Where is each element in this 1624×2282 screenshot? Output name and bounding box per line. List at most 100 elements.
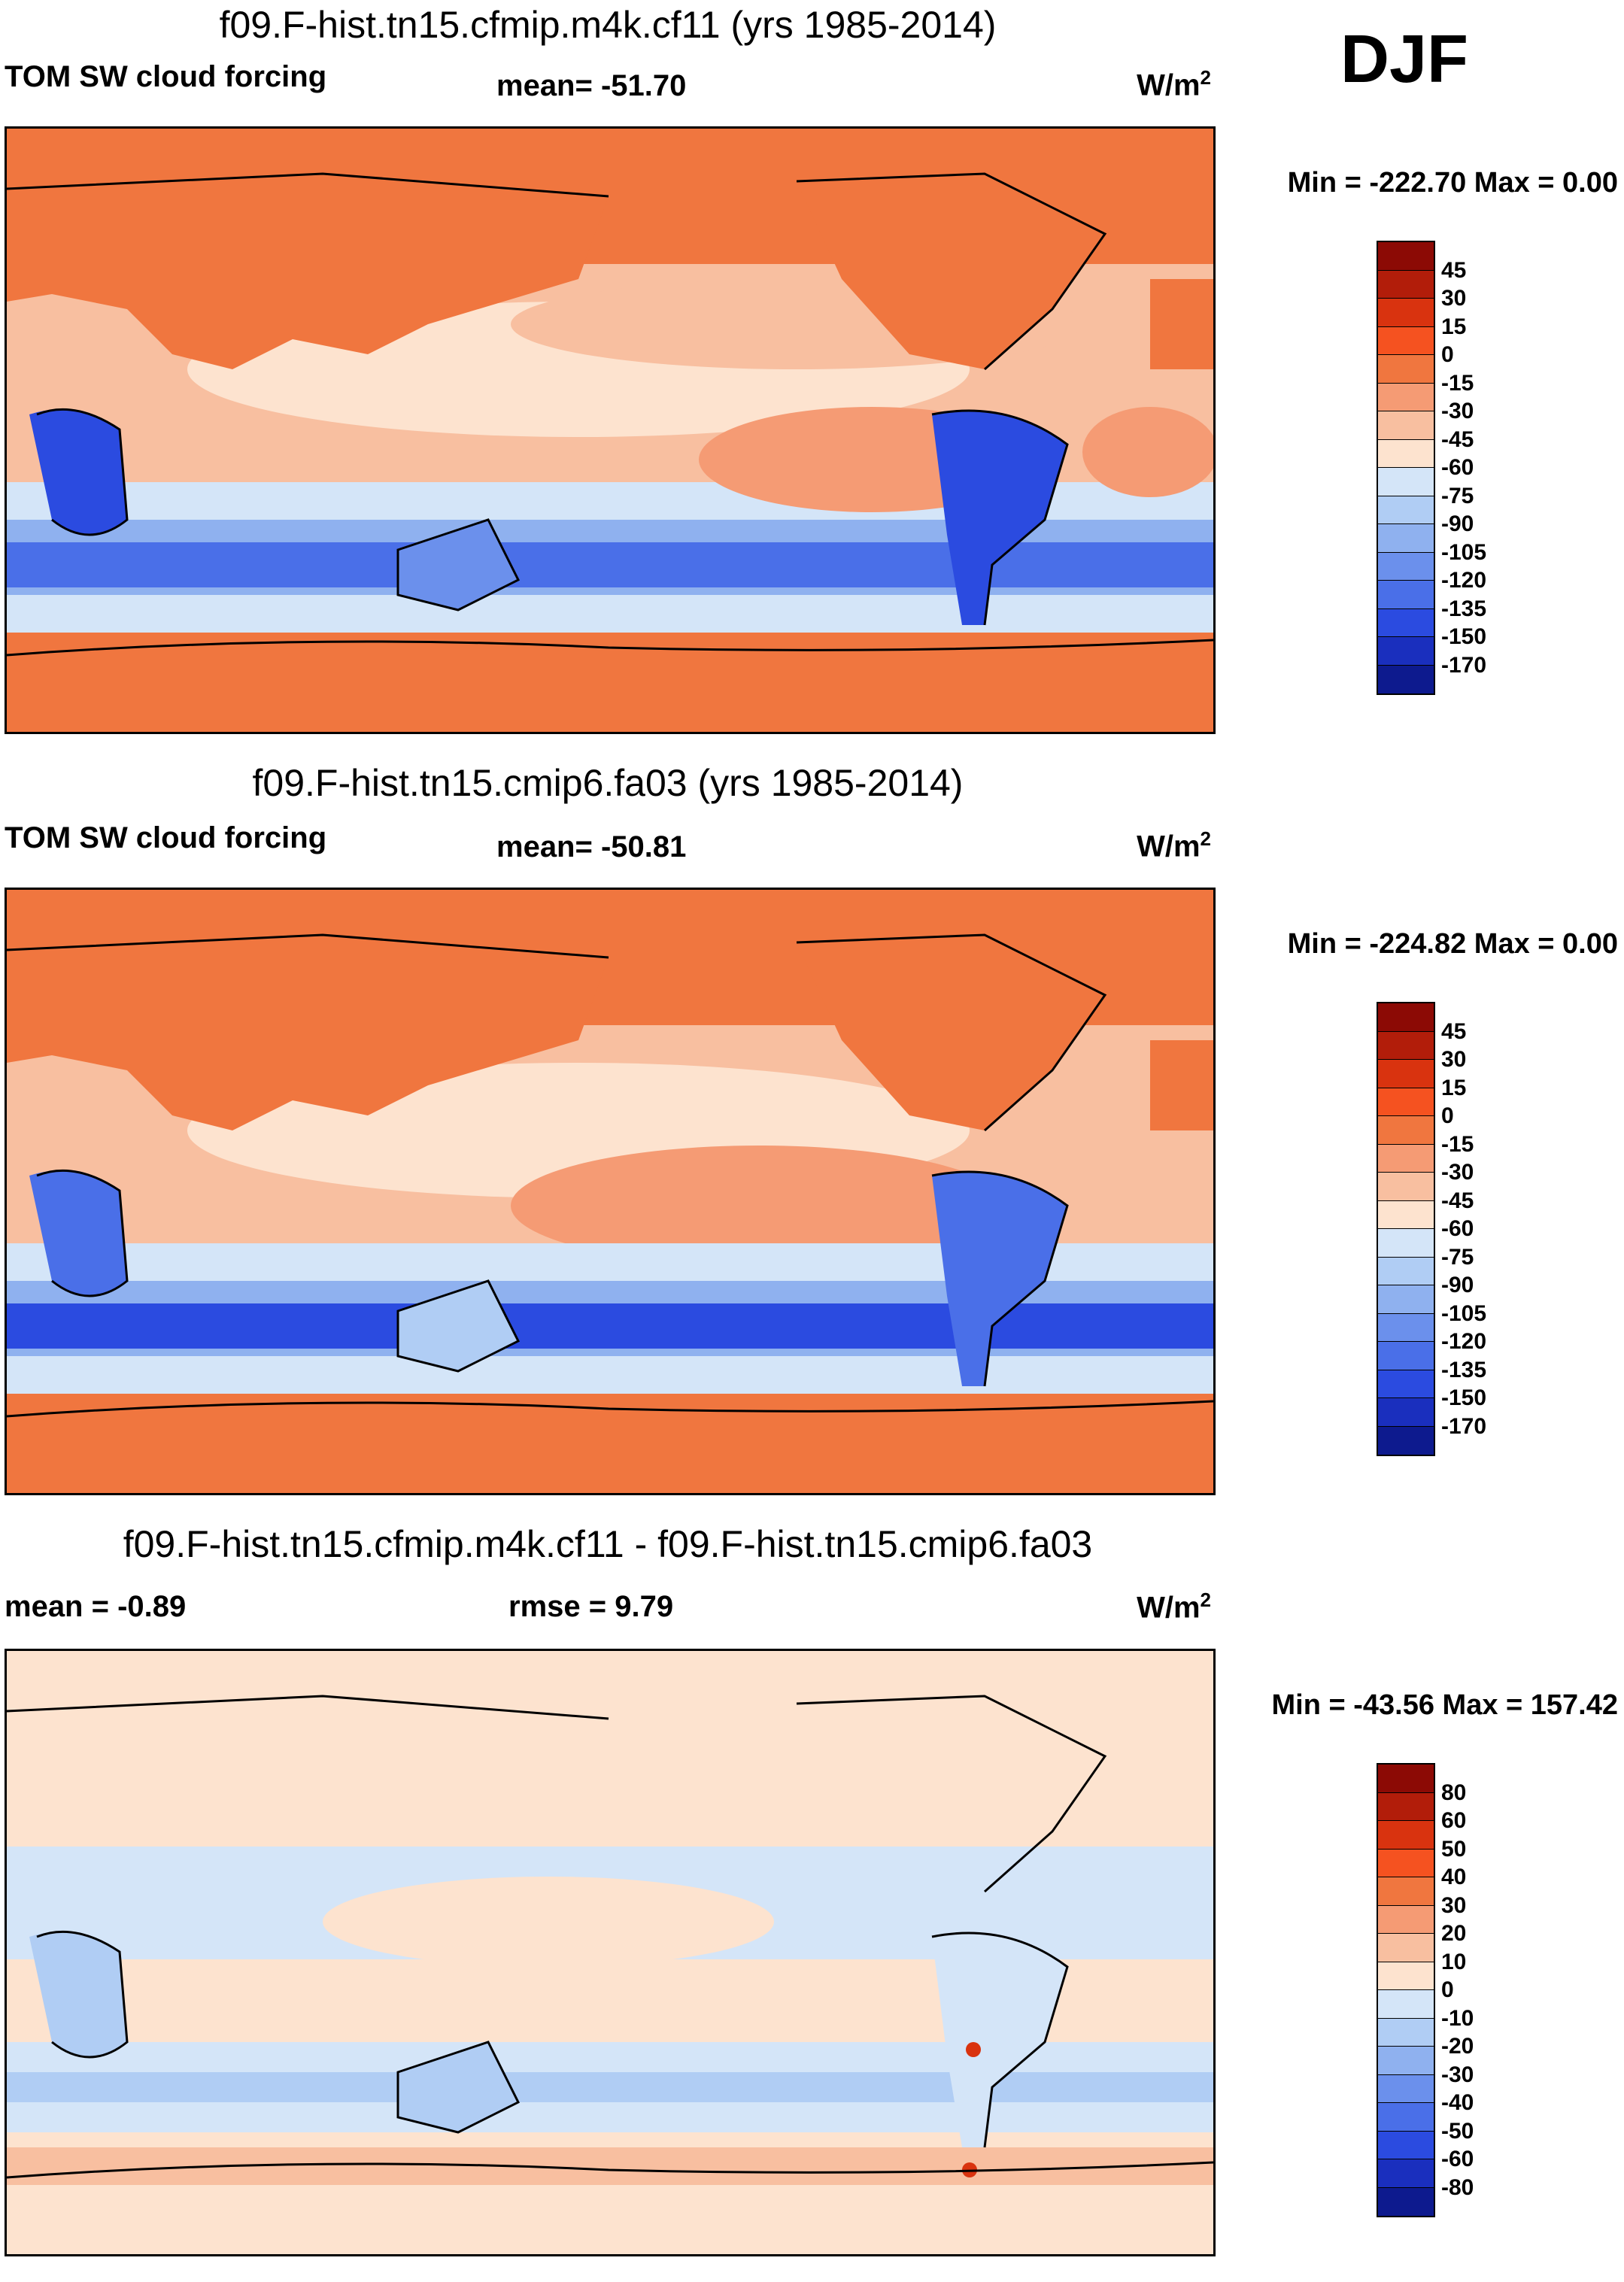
colorbar-swatch (1378, 1200, 1434, 1229)
colorbar-label: -60 (1441, 455, 1474, 480)
colorbar-swatch (1378, 1905, 1434, 1934)
colorbar-swatch (1378, 2018, 1434, 2047)
colorbar-label: -20 (1441, 2034, 1474, 2059)
colorbar-label: 0 (1441, 342, 1454, 367)
colorbar-swatch (1378, 665, 1434, 693)
colorbar-swatch (1378, 355, 1434, 384)
units-label: W/m2 (1137, 1589, 1211, 1625)
min-max-label: Min = -43.56 Max = 157.42 (1271, 1689, 1619, 1721)
colorbar-label: -120 (1441, 568, 1487, 593)
colorbar-swatch (1378, 383, 1434, 411)
colorbar-swatch (1378, 581, 1434, 609)
colorbar-swatch (1378, 1370, 1434, 1398)
diff-mean-label: mean = -0.89 (5, 1590, 187, 1623)
colorbar (1377, 241, 1435, 695)
mean-label: mean= -51.70 (496, 69, 687, 102)
colorbar-swatch (1378, 1031, 1434, 1060)
colorbar-label: -150 (1441, 624, 1487, 649)
colorbar-label: 0 (1441, 1103, 1454, 1128)
colorbar-label: -80 (1441, 2174, 1474, 2200)
colorbar-swatch (1378, 1792, 1434, 1821)
colorbar-label: 80 (1441, 1780, 1467, 1805)
colorbar-label: -60 (1441, 2147, 1474, 2171)
map-field (5, 126, 1216, 734)
colorbar-label: -105 (1441, 539, 1487, 565)
colorbar-label: -30 (1441, 2062, 1474, 2087)
variable-label: TOM SW cloud forcing (5, 821, 327, 854)
colorbar-label: 60 (1441, 1808, 1467, 1833)
map-field (5, 888, 1216, 1495)
colorbar-label: -90 (1441, 511, 1474, 536)
colorbar-swatch (1378, 1229, 1434, 1258)
colorbar-label: 15 (1441, 314, 1467, 339)
colorbar-swatch (1378, 1765, 1434, 1793)
colorbar-swatch (1378, 608, 1434, 637)
colorbar-label: -30 (1441, 399, 1474, 423)
panel-difference: f09.F-hist.tn15.cfmip.m4k.cf11 - f09.F-h… (0, 1522, 1624, 2282)
season-label: DJF (1340, 22, 1469, 97)
panel-title: f09.F-hist.tn15.cfmip.m4k.cf11 - f09.F-h… (123, 1523, 1093, 1565)
colorbar-swatch (1378, 411, 1434, 440)
colorbar-label: 45 (1441, 257, 1467, 283)
colorbar-label: -170 (1441, 652, 1487, 678)
colorbar-label: -150 (1441, 1385, 1487, 1410)
min-max-label: Min = -222.70 Max = 0.00 (1287, 167, 1618, 199)
colorbar-label: -170 (1441, 1413, 1487, 1439)
units-label: W/m2 (1137, 66, 1211, 102)
colorbar-label: 0 (1441, 1977, 1454, 2002)
colorbar-label: -40 (1441, 2090, 1474, 2115)
colorbar-label: -135 (1441, 596, 1487, 621)
colorbar-swatch (1378, 1934, 1434, 1962)
colorbar-swatch (1378, 496, 1434, 524)
colorbar-label: -90 (1441, 1273, 1474, 1297)
colorbar-label: -15 (1441, 370, 1474, 396)
colorbar-swatch (1378, 1116, 1434, 1145)
map-difference (5, 1649, 1216, 2256)
colorbar-label: 15 (1441, 1075, 1467, 1100)
colorbar-swatch (1378, 524, 1434, 553)
colorbar-swatch (1378, 1821, 1434, 1850)
colorbar-label: -50 (1441, 2118, 1474, 2144)
colorbar-label: -75 (1441, 483, 1474, 508)
colorbar-label: -10 (1441, 2005, 1474, 2031)
colorbar-swatch (1378, 1003, 1434, 1032)
colorbar (1377, 1002, 1435, 1456)
rmse-label: rmse = 9.79 (508, 1590, 674, 1623)
colorbar-swatch (1378, 1088, 1434, 1116)
colorbar-label: 50 (1441, 1836, 1467, 1862)
colorbar-label: -120 (1441, 1329, 1487, 1354)
colorbar-swatch (1378, 1257, 1434, 1285)
colorbar-swatch (1378, 1426, 1434, 1455)
colorbar-swatch (1378, 439, 1434, 468)
colorbar-label: -135 (1441, 1357, 1487, 1382)
variable-label: TOM SW cloud forcing (5, 60, 327, 93)
colorbar-swatch (1378, 1173, 1434, 1201)
colorbar-swatch (1378, 1849, 1434, 1877)
colorbar-swatch (1378, 2187, 1434, 2216)
colorbar-swatch (1378, 2159, 1434, 2188)
colorbar-label: 30 (1441, 1892, 1467, 1918)
colorbar-label: 45 (1441, 1018, 1467, 1044)
colorbar-swatch (1378, 1342, 1434, 1370)
colorbar-label: 30 (1441, 286, 1467, 311)
colorbar-label: 10 (1441, 1949, 1467, 1974)
colorbar-label: -75 (1441, 1244, 1474, 1270)
colorbar-label: -30 (1441, 1160, 1474, 1185)
colorbar-swatch (1378, 299, 1434, 327)
panel-title: f09.F-hist.tn15.cmip6.fa03 (yrs 1985-201… (252, 762, 964, 804)
colorbar-swatch (1378, 2047, 1434, 2075)
colorbar-swatch (1378, 1285, 1434, 1314)
colorbar-swatch (1378, 1313, 1434, 1342)
panel-model-b: f09.F-hist.tn15.cmip6.fa03 (yrs 1985-201… (0, 761, 1624, 1521)
colorbar-label: -45 (1441, 426, 1474, 452)
colorbar (1377, 1763, 1435, 2217)
colorbar-swatch (1378, 2074, 1434, 2103)
panel-model-a: f09.F-hist.tn15.cfmip.m4k.cf11 (yrs 1985… (0, 0, 1624, 760)
colorbar-swatch (1378, 1398, 1434, 1427)
colorbar-swatch (1378, 1060, 1434, 1088)
colorbar-swatch (1378, 1877, 1434, 1906)
colorbar-swatch (1378, 326, 1434, 355)
colorbar-swatch (1378, 637, 1434, 666)
colorbar-swatch (1378, 468, 1434, 496)
colorbar-label: -45 (1441, 1188, 1474, 1213)
